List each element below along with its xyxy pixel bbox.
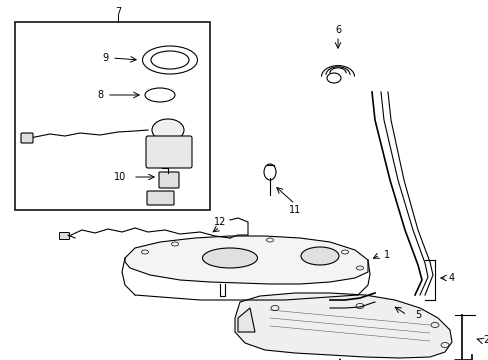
Text: 10: 10 xyxy=(114,172,126,182)
Text: 2: 2 xyxy=(482,335,488,345)
Text: 4: 4 xyxy=(448,273,454,283)
FancyBboxPatch shape xyxy=(159,172,179,188)
FancyBboxPatch shape xyxy=(146,136,192,168)
FancyBboxPatch shape xyxy=(60,233,69,239)
Text: 8: 8 xyxy=(97,90,103,100)
Bar xyxy=(15,22,209,210)
Text: 7: 7 xyxy=(115,7,121,17)
Ellipse shape xyxy=(202,248,257,268)
FancyBboxPatch shape xyxy=(147,191,174,205)
Polygon shape xyxy=(125,236,367,284)
Ellipse shape xyxy=(152,119,183,141)
Text: 6: 6 xyxy=(334,25,340,35)
Polygon shape xyxy=(235,293,451,358)
Text: 1: 1 xyxy=(383,250,389,260)
Polygon shape xyxy=(238,308,254,332)
FancyBboxPatch shape xyxy=(21,133,33,143)
Ellipse shape xyxy=(301,247,338,265)
Text: 9: 9 xyxy=(102,53,108,63)
Text: 12: 12 xyxy=(213,217,226,227)
Text: 5: 5 xyxy=(414,310,420,320)
Text: 11: 11 xyxy=(288,205,301,215)
